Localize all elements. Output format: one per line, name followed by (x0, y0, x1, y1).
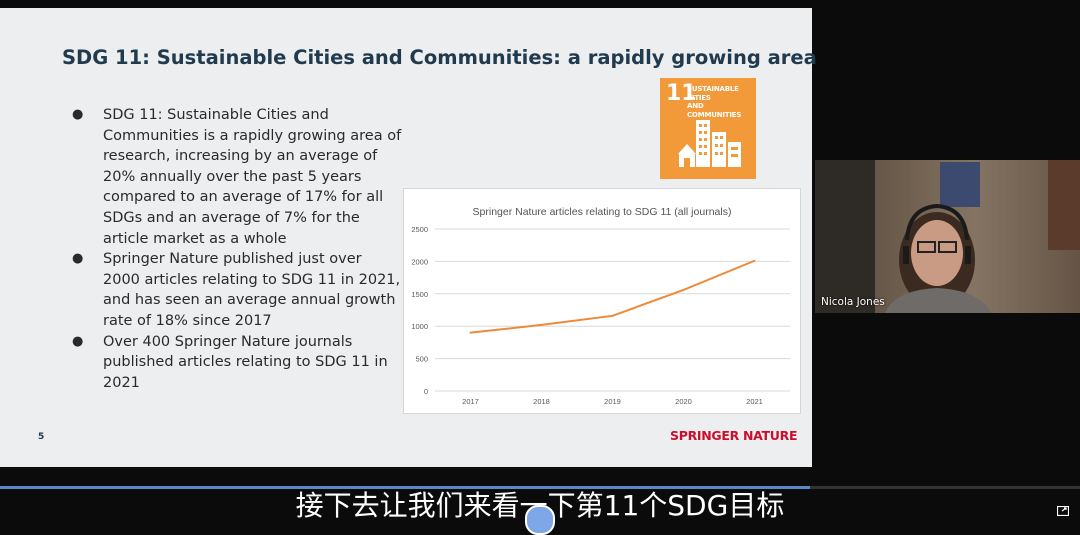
chart-canvas: Springer Nature articles relating to SDG… (411, 206, 790, 406)
bullet-text: Springer Nature published just over 2000… (103, 251, 401, 329)
x-tick-label: 2021 (746, 397, 763, 406)
y-tick-label: 0 (424, 387, 428, 396)
playback-progress-bar[interactable] (0, 486, 1080, 489)
y-tick-label: 2000 (411, 257, 428, 266)
data-point (469, 331, 472, 334)
bullet-list: ● SDG 11: Sustainable Cities and Communi… (72, 105, 402, 393)
sdg-11-badge: 11 SUSTAINABLE CITIES AND COMMUNITIES (660, 78, 756, 179)
sdg-badge-label: SUSTAINABLE CITIES AND COMMUNITIES (687, 85, 756, 119)
bullet-item: ● Springer Nature published just over 20… (72, 249, 402, 331)
y-tick-label: 1500 (411, 290, 428, 299)
sdg-badge-label-line: SUSTAINABLE CITIES (687, 85, 739, 102)
data-point (540, 323, 543, 326)
fullscreen-icon[interactable] (1057, 506, 1069, 516)
playback-progress-fill (0, 486, 810, 489)
bullet-item: ● SDG 11: Sustainable Cities and Communi… (72, 105, 402, 249)
line-chart: Springer Nature articles relating to SDG… (403, 188, 801, 414)
sdg-badge-number: 11 (666, 81, 697, 106)
bullet-marker: ● (72, 107, 84, 122)
x-tick-label: 2018 (533, 397, 550, 406)
slide-title: SDG 11: Sustainable Cities and Communiti… (62, 46, 817, 69)
springer-nature-logo: SPRINGER NATURE (670, 428, 798, 443)
bullet-item: ● Over 400 Springer Nature journals publ… (72, 332, 402, 394)
y-tick-label: 1000 (411, 322, 428, 331)
x-tick-label: 2017 (462, 397, 479, 406)
y-tick-label: 2500 (411, 225, 428, 234)
bullet-text: Over 400 Springer Nature journals publis… (103, 333, 388, 391)
participant-video-frame (815, 160, 1080, 313)
bullet-text: SDG 11: Sustainable Cities and Communiti… (103, 107, 402, 247)
participant-video[interactable]: Nicola Jones (815, 160, 1080, 313)
sdg-badge-label-line: AND COMMUNITIES (687, 102, 742, 119)
series-line (470, 259, 755, 334)
data-point (682, 288, 685, 291)
data-point (753, 259, 756, 262)
bullet-marker: ● (72, 251, 84, 267)
presentation-slide: SDG 11: Sustainable Cities and Communiti… (0, 8, 817, 467)
city-buildings-icon (678, 120, 741, 167)
participant-name: Nicola Jones (821, 296, 885, 308)
slide-number: 5 (38, 432, 45, 442)
bullet-marker: ● (72, 333, 84, 349)
x-tick-label: 2020 (675, 397, 692, 406)
x-tick-label: 2019 (604, 397, 621, 406)
y-tick-label: 500 (415, 355, 428, 364)
data-point (611, 314, 614, 317)
playhead-handle[interactable] (525, 505, 555, 535)
chart-title: Springer Nature articles relating to SDG… (473, 206, 732, 218)
